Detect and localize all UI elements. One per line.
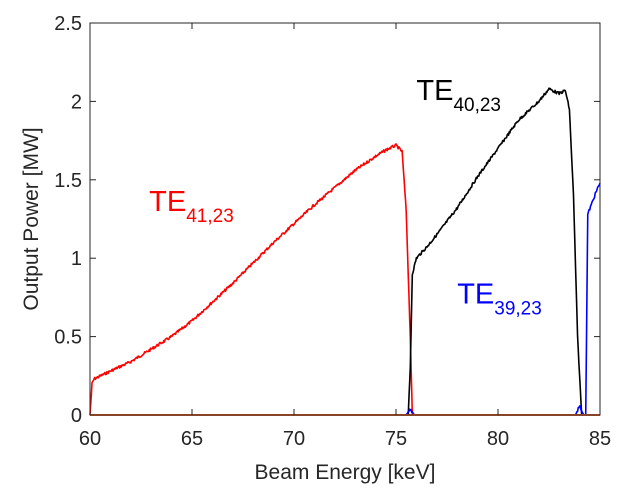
plot-frame (89, 22, 601, 416)
y-tick-label: 1.5 (54, 170, 82, 192)
y-tick-label: 0 (71, 405, 82, 427)
y-tick-label: 0.5 (54, 327, 82, 349)
series-line-0 (89, 143, 414, 416)
x-tick-label: 80 (487, 428, 509, 450)
x-tick-label: 85 (589, 428, 611, 450)
tick-layer: 60 65 70 75 80 85 0 0.5 1 1.5 2 2.5 (54, 13, 611, 450)
mode-label-main: TE (416, 75, 453, 107)
mode-label-2: TE39,23 (457, 279, 542, 320)
x-axis-label: Beam Energy [keV] (255, 461, 436, 484)
y-tick-label: 2.5 (54, 13, 82, 35)
mode-label-main: TE (149, 186, 186, 218)
x-tick-label: 70 (283, 428, 305, 450)
x-tick-label: 65 (181, 428, 203, 450)
mode-label-subscript: 39,23 (494, 299, 542, 320)
mode-label-1: TE40,23 (416, 75, 501, 116)
mode-label-main: TE (457, 279, 494, 311)
y-tick-label: 1 (71, 248, 82, 270)
x-tick-label: 75 (385, 428, 407, 450)
series-layer (89, 87, 601, 416)
y-axis-label: Output Power [MW] (20, 127, 43, 310)
y-tick-label: 2 (71, 91, 82, 113)
series-line-1 (407, 87, 583, 416)
x-tick-label: 60 (79, 428, 101, 450)
mode-label-subscript: 41,23 (186, 206, 234, 227)
mode-label-subscript: 40,23 (453, 95, 501, 116)
mode-label-0: TE41,23 (149, 186, 234, 227)
